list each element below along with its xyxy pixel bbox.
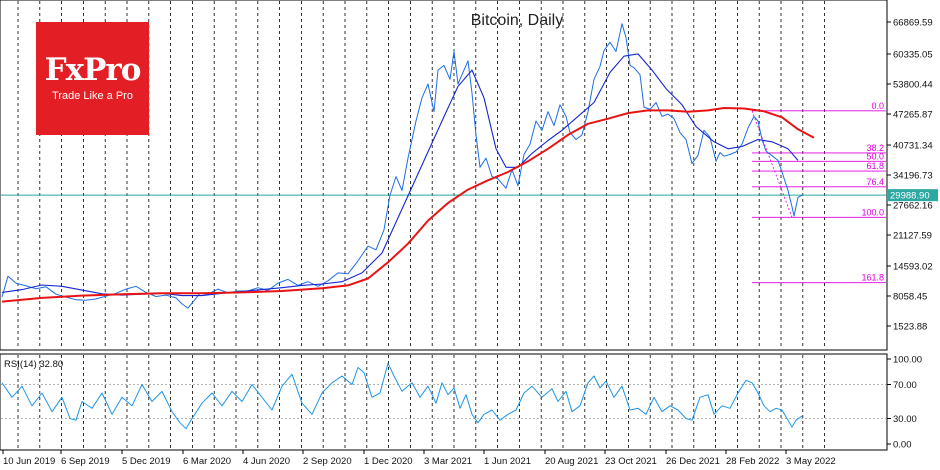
time-tick-label: 2 Sep 2020 [303, 456, 352, 467]
price-tick-label: 40731.34 [893, 141, 933, 152]
logo-wordmark: FxPro [44, 52, 142, 88]
fib-level-label: 38.2 [866, 143, 884, 153]
time-tick-label: 3 May 2022 [786, 456, 836, 467]
rsi-tick-label: 100.00 [893, 355, 922, 366]
price-tick-label: 34196.73 [893, 171, 933, 182]
fib-trend-line [751, 110, 793, 218]
price-tick-label: 66869.59 [893, 18, 933, 29]
series-line-ma200 [1, 107, 815, 303]
price-axis: 66869.59 60335.05 53800.44 47265.87 40731.34… [887, 18, 933, 333]
rsi-lines [1, 362, 803, 430]
series-lines [1, 23, 815, 309]
rsi-axis: 100.00 70.00 30.00 0.00 [887, 355, 922, 451]
price-tick-label: 21127.59 [893, 231, 932, 242]
price-tick-label: 60335.05 [893, 50, 933, 61]
time-tick-label: 6 Sep 2019 [61, 456, 110, 467]
time-axis: 10 Jun 2019 6 Sep 2019 5 Dec 2019 6 Mar 202… [2, 450, 836, 467]
horizontal-guides [1, 194, 886, 419]
current-price-tag: 29988.90 [887, 189, 938, 202]
fxpro-logo: FxPro Trade Like a Pro [36, 22, 149, 135]
time-tick-label: 4 Jun 2020 [243, 456, 290, 467]
price-tick-label: 53800.44 [893, 80, 933, 91]
rsi-tick-label: 30.00 [893, 414, 917, 425]
rsi-tick-label: 70.00 [893, 380, 917, 391]
price-tick-label: 14593.02 [893, 262, 933, 273]
price-tag-bg [887, 189, 938, 202]
price-tick-label: 8058.45 [893, 292, 927, 303]
logo-tagline: Trade Like a Pro [52, 90, 133, 102]
time-tick-label: 5 Dec 2019 [122, 456, 171, 467]
time-tick-label: 26 Dec 2021 [666, 456, 720, 467]
time-tick-label: 3 Mar 2021 [424, 456, 472, 467]
time-tick-label: 10 Jun 2019 [3, 456, 55, 467]
chart-title: Bitcoin, Daily [471, 12, 563, 29]
price-tick-label: 27662.16 [893, 201, 933, 212]
time-tick-label: 1 Jun 2021 [484, 456, 531, 467]
rsi-line [1, 362, 803, 430]
fib-level-label: 61.8 [866, 161, 884, 171]
rsi-label: RSI(14) 32.80 [4, 359, 63, 370]
time-tick-label: 28 Feb 2022 [726, 456, 779, 467]
fib-level-label: 0.0 [871, 101, 884, 111]
price-tick-label: 47265.87 [893, 110, 933, 121]
time-tick-label: 23 Oct 2021 [605, 456, 657, 467]
price-tag-label: 29988.90 [890, 191, 930, 202]
time-tick-label: 1 Dec 2020 [364, 456, 413, 467]
rsi-panel [0, 353, 888, 451]
vertical-grid [17, 1, 825, 449]
rsi-tick-label: 0.00 [893, 440, 912, 451]
time-tick-label: 20 Aug 2021 [545, 456, 598, 467]
fib-level-label: 50.0 [866, 151, 884, 161]
price-tick-label: 1523.88 [893, 322, 927, 333]
fib-level-label: 76.4 [866, 177, 884, 187]
fibonacci-retracement: 0.0 38.250.061.8 76.4 100.0 161.8 [751, 101, 886, 284]
series-line-price [1, 23, 803, 309]
fib-level-label: 100.0 [861, 207, 884, 217]
time-tick-label: 6 Mar 2020 [183, 456, 231, 467]
fib-level-label: 161.8 [861, 273, 884, 283]
